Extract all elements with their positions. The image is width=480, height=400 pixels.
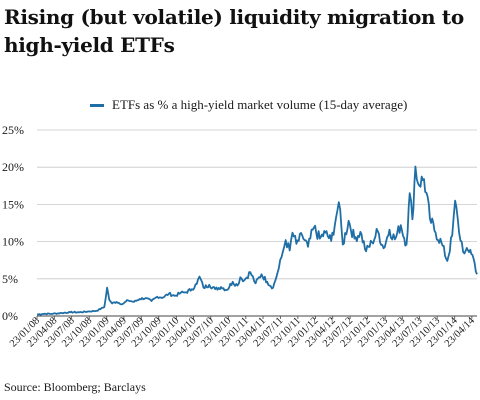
x-axis: 23/01/0823/04/0823/07/0823/10/0823/01/09… [8,315,478,350]
gridlines [37,129,477,317]
y-axis: 0% 5% 10% 15% 20% 25% [2,123,24,323]
y-tick-label: 20% [2,160,24,174]
y-tick-label: 5% [2,272,18,286]
series-layer [36,165,478,316]
legend-label: ETFs as % a high-yield market volume (15… [112,97,408,112]
y-tick-label: 10% [2,235,24,249]
source-note: Source: Bloomberg; Barclays [4,380,146,394]
chart-legend: ETFs as % a high-yield market volume (15… [90,97,407,113]
chart-title: Rising (but volatile) liquidity migratio… [4,5,464,57]
legend-line-swatch [90,103,104,107]
y-tick-label: 15% [2,197,24,211]
y-tick-label: 0% [2,309,18,323]
series-line [36,165,478,316]
y-tick-label: 25% [2,123,24,137]
